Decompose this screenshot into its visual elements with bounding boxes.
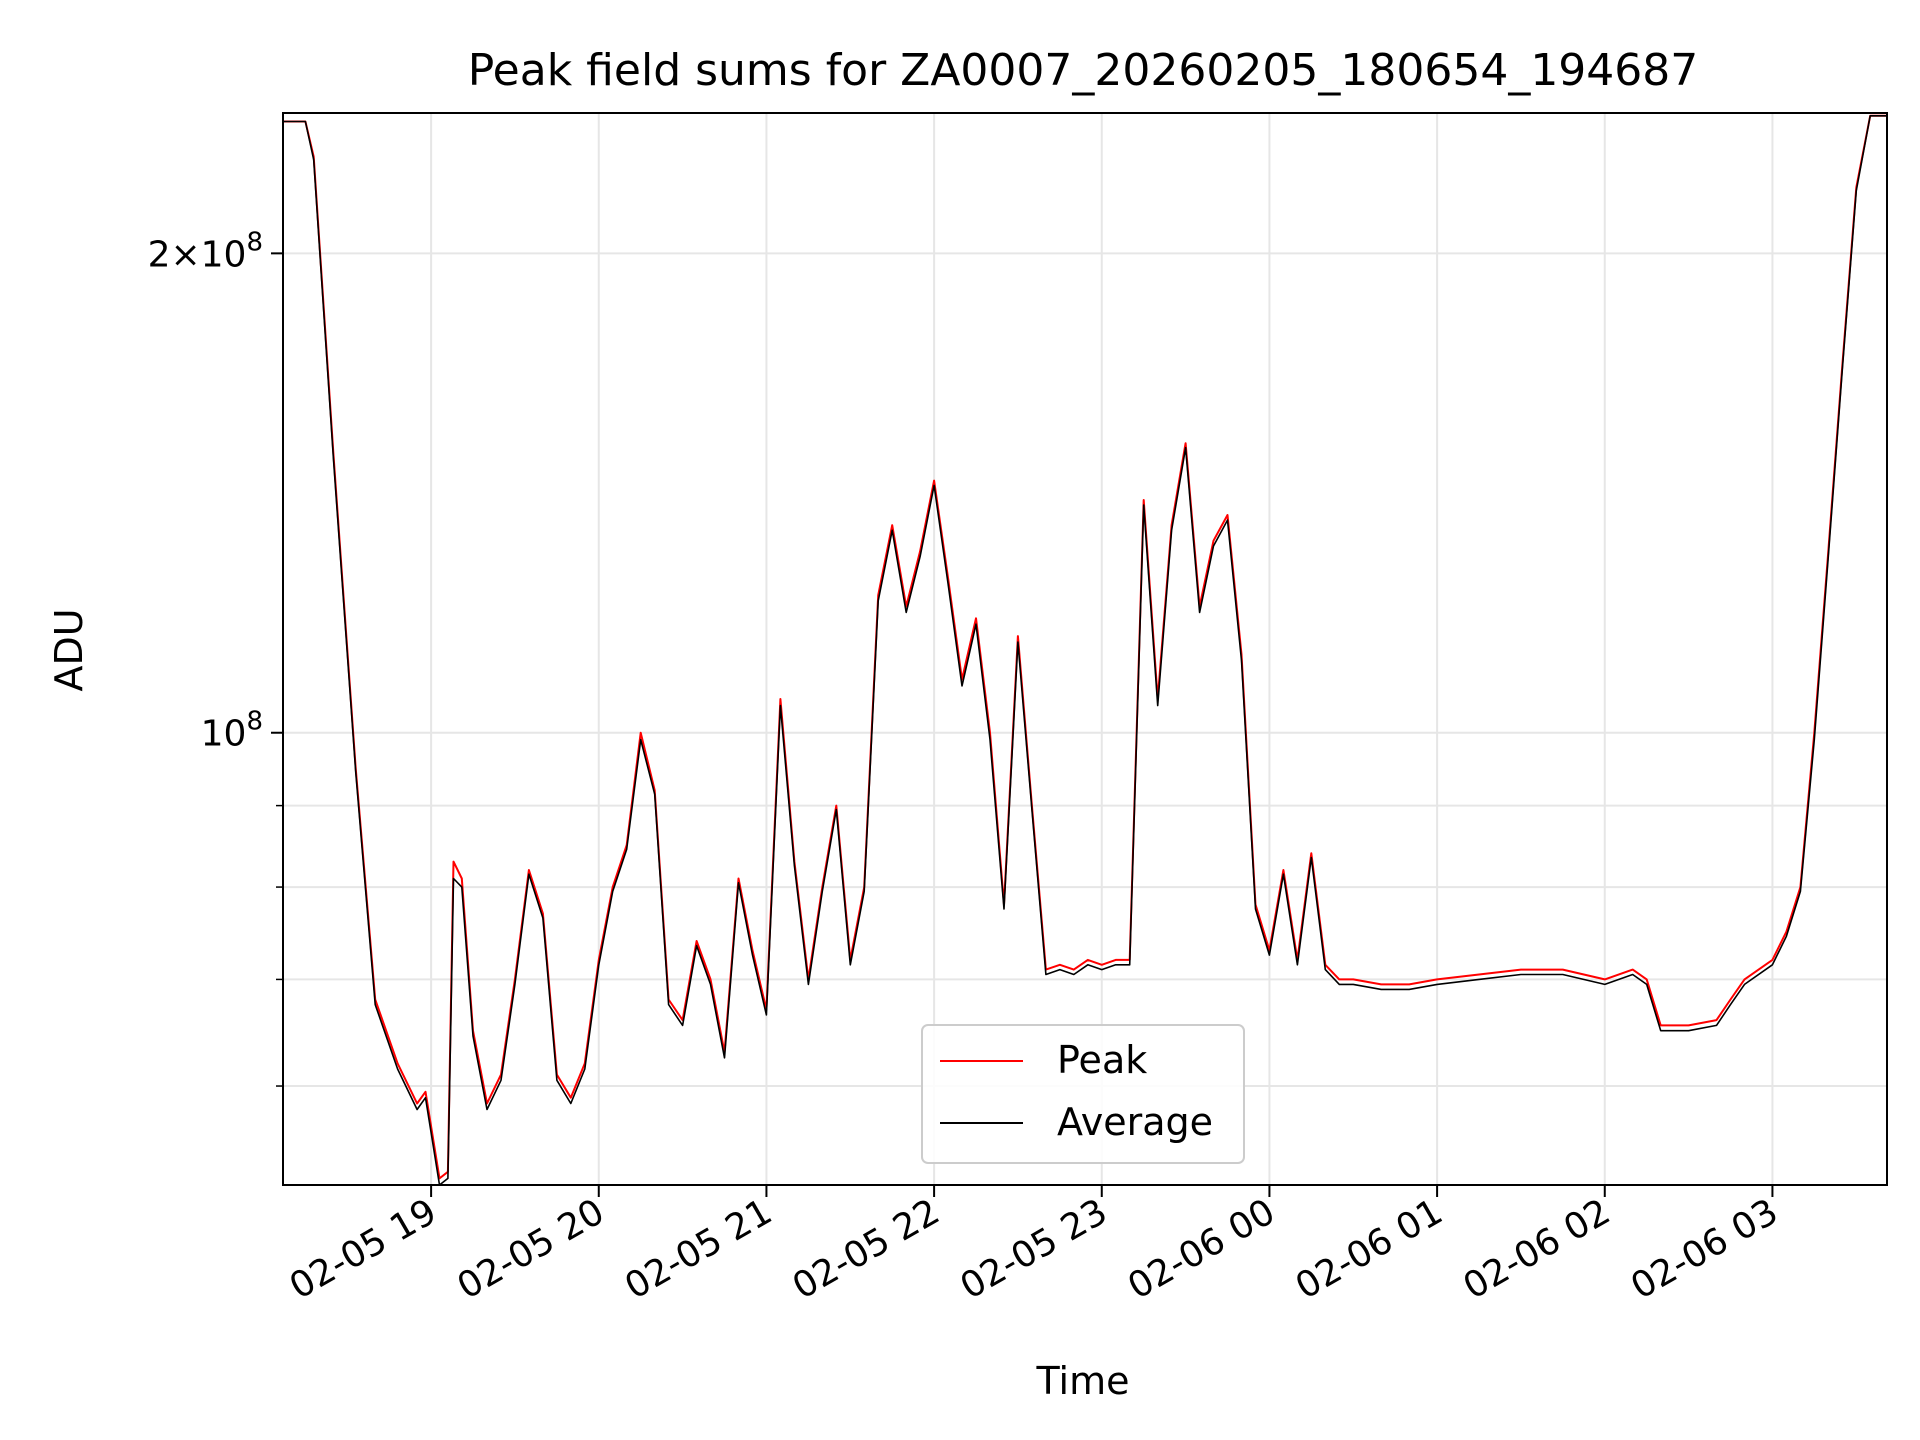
y-tick-base: 10 [201, 714, 247, 755]
y-tick-exponent: 8 [246, 707, 263, 737]
y-tick-times: × [170, 234, 200, 275]
grid [283, 113, 1887, 1185]
y-axis-label: ADU [47, 608, 91, 691]
x-axis-label: Time [1036, 1359, 1130, 1403]
y-tick-base: 10 [201, 234, 247, 275]
legend-peak-label: Peak [1057, 1038, 1147, 1082]
y-tick-exponent: 8 [246, 227, 263, 257]
plot-area-frame [282, 112, 1888, 1186]
legend-average-label: Average [1057, 1100, 1213, 1144]
y-tick-mantissa: 2 [148, 234, 171, 275]
y-tick-label: 108 [201, 707, 263, 755]
series-line-average [283, 115, 1887, 1185]
chart-title: Peak field sums for ZA0007_20260205_1806… [468, 45, 1699, 96]
series-lines [283, 114, 1887, 1185]
y-tick-label: 2×108 [148, 227, 263, 275]
legend: Peak Average [921, 1024, 1245, 1164]
legend-box [921, 1024, 1245, 1164]
